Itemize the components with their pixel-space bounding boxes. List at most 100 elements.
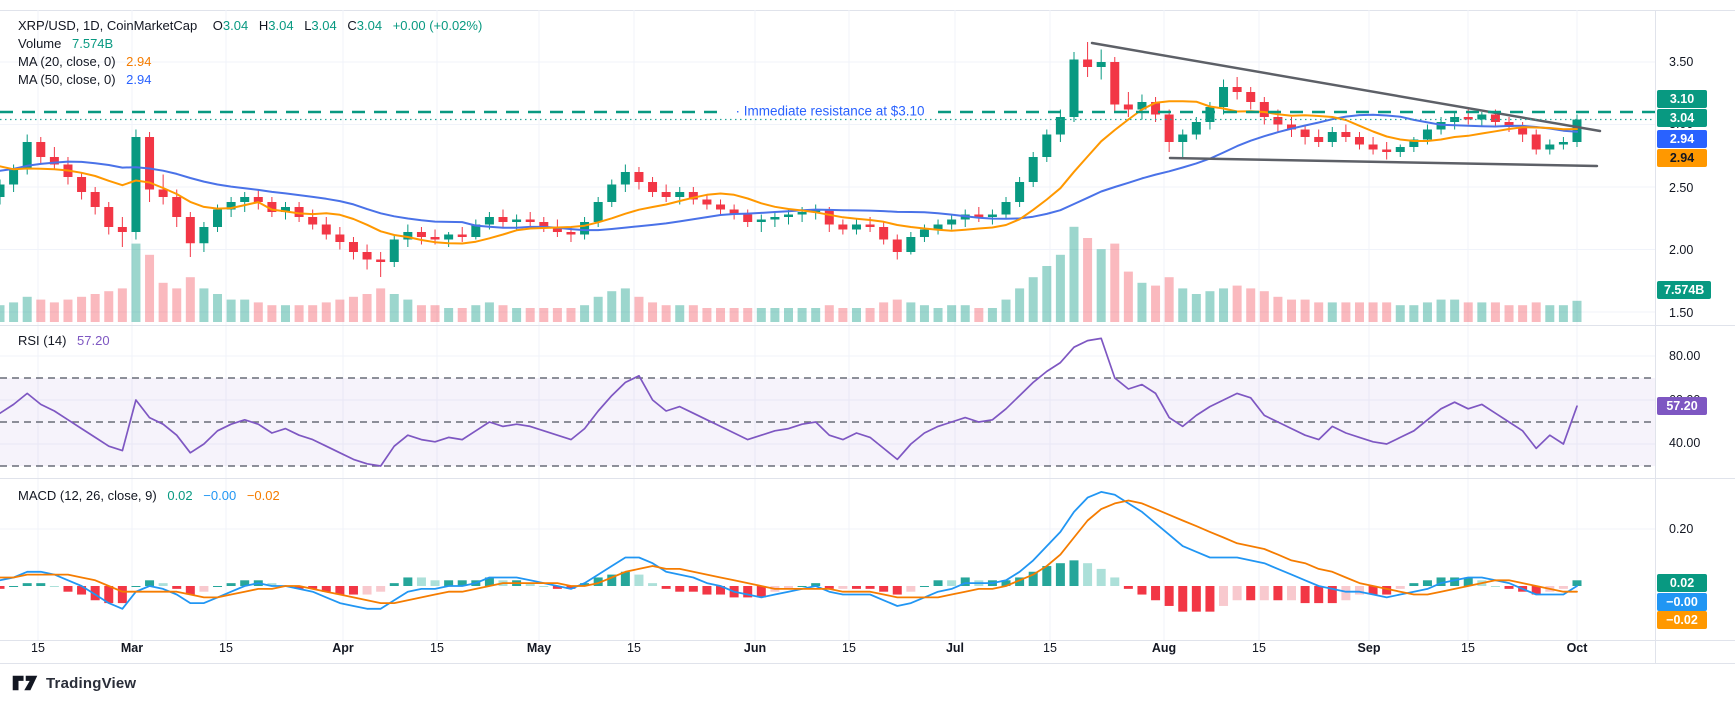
- candle-body: [321, 224, 331, 235]
- time-tick-month[interactable]: Mar: [120, 641, 144, 655]
- ma20-legend-row[interactable]: MA (20, close, 0) 2.94: [18, 53, 151, 71]
- resistance-price-badge: 3.10: [1657, 90, 1707, 108]
- macd-histogram-bar: [335, 586, 345, 595]
- volume-bar: [661, 305, 671, 322]
- ma20-label[interactable]: MA (20, close, 0): [18, 54, 116, 69]
- time-tick-month[interactable]: Sep: [1357, 641, 1381, 655]
- volume-legend-row[interactable]: Volume 7.574B: [18, 35, 113, 53]
- change-value: +0.00 (+0.02%): [392, 18, 483, 33]
- macd-histogram-bar: [77, 586, 87, 595]
- candle-body: [376, 259, 386, 262]
- chart-panes-svg[interactable]: [0, 0, 1655, 663]
- macd-histogram-bar: [1273, 586, 1283, 601]
- candle-body: [783, 214, 793, 217]
- candle-body: [416, 232, 426, 237]
- volume-bar: [199, 288, 209, 322]
- macd-histogram-bar: [117, 586, 127, 604]
- time-tick-day[interactable]: 15: [1461, 641, 1475, 655]
- candle-body: [172, 197, 182, 217]
- rsi-legend-row[interactable]: RSI (14) 57.20: [18, 332, 110, 350]
- volume-bar: [1422, 302, 1432, 322]
- volume-bar: [403, 299, 413, 322]
- symbol-legend-row[interactable]: XRP/USD, 1D, CoinMarketCap O3.04 H3.04 L…: [18, 17, 482, 35]
- high-value: 3.04: [268, 18, 294, 33]
- time-tick-day[interactable]: 15: [219, 641, 233, 655]
- time-tick-month[interactable]: Oct: [1566, 641, 1588, 655]
- macd-signal-line: [0, 499, 1578, 604]
- candle-body: [90, 192, 100, 207]
- candle-body: [1096, 62, 1106, 67]
- volume-bar: [1368, 302, 1378, 322]
- time-tick-month[interactable]: Jul: [945, 641, 965, 655]
- ma50-line: [0, 113, 1578, 232]
- rsi-macd-divider[interactable]: [0, 478, 1735, 479]
- macd-histogram-bar: [389, 583, 399, 586]
- macd-histogram-bar: [1504, 586, 1514, 589]
- volume-bar: [1300, 299, 1310, 322]
- volume-bar: [49, 302, 59, 322]
- ma50-legend-row[interactable]: MA (50, close, 0) 2.94: [18, 71, 151, 89]
- volume-bar: [879, 302, 889, 322]
- time-tick-day[interactable]: 15: [1252, 641, 1266, 655]
- candle-body: [1191, 122, 1201, 135]
- time-tick-day[interactable]: 15: [31, 641, 45, 655]
- low-value: 3.04: [311, 18, 337, 33]
- chart-canvas[interactable]: [0, 0, 1655, 663]
- volume-bar: [131, 243, 141, 322]
- time-tick-day[interactable]: 15: [1043, 641, 1057, 655]
- macd-histogram-bar: [1001, 580, 1011, 586]
- time-tick-day[interactable]: 15: [430, 641, 444, 655]
- candle-body: [1314, 137, 1324, 142]
- ma50-label[interactable]: MA (50, close, 0): [18, 72, 116, 87]
- volume-bar: [172, 288, 182, 322]
- macd-label[interactable]: MACD (12, 26, close, 9): [18, 488, 157, 503]
- symbol-title[interactable]: XRP/USD, 1D, CoinMarketCap: [18, 18, 198, 33]
- volume-bar: [716, 308, 726, 322]
- macd-histogram-bar: [376, 586, 386, 592]
- macd-histogram-bar: [580, 583, 590, 586]
- candle-body: [430, 237, 440, 240]
- volume-bar: [1083, 238, 1093, 322]
- candle-body: [1382, 149, 1392, 152]
- volume-bar: [634, 296, 644, 322]
- macd-histogram-bar: [797, 586, 807, 587]
- macd-histogram-bar: [960, 577, 970, 586]
- macd-histogram-bar: [702, 586, 712, 595]
- time-tick-month[interactable]: Aug: [1151, 641, 1177, 655]
- macd-histogram-bar: [1191, 586, 1201, 612]
- price-axis[interactable]: 3.503.002.502.001.5080.0060.0040.000.203…: [1656, 10, 1735, 663]
- macd-hist-badge: 0.02: [1657, 574, 1707, 592]
- macd-histogram-bar: [634, 574, 644, 586]
- time-tick-month[interactable]: May: [526, 641, 552, 655]
- open-label: O: [212, 18, 223, 33]
- axis-label: 2.00: [1669, 243, 1694, 257]
- volume-label[interactable]: Volume: [18, 36, 62, 51]
- macd-histogram-bar: [199, 586, 209, 592]
- volume-bar: [1287, 299, 1297, 322]
- time-axis[interactable]: 15 Mar 15 Apr 15 May 15 Jun 15 Jul 15 Aug 15 Sep 15 Oct: [0, 640, 1655, 663]
- time-tick-day[interactable]: 15: [627, 641, 641, 655]
- volume-bar: [566, 308, 576, 322]
- macd-histogram-bar: [743, 586, 753, 598]
- price-rsi-divider[interactable]: [0, 325, 1735, 326]
- ma50-price-badge: 2.94: [1657, 130, 1707, 148]
- candle-body: [1531, 134, 1541, 150]
- macd-histogram-bar: [1015, 577, 1025, 586]
- resistance-annotation[interactable]: · Immediate resistance at $3.10: [735, 103, 925, 119]
- rsi-label[interactable]: RSI (14): [18, 333, 67, 348]
- candle-body: [1083, 59, 1093, 67]
- macd-histogram-bar: [947, 580, 957, 586]
- time-tick-month[interactable]: Jun: [743, 641, 767, 655]
- macd-histogram-bar: [892, 586, 902, 595]
- candle-body: [280, 207, 290, 212]
- macd-histogram-bar: [1572, 580, 1582, 586]
- macd-histogram-bar: [430, 580, 440, 586]
- macd-legend-row[interactable]: MACD (12, 26, close, 9) 0.02 −0.00 −0.02: [18, 487, 280, 505]
- time-tick-day[interactable]: 15: [842, 641, 856, 655]
- macd-histogram-bar: [403, 577, 413, 586]
- candle-body: [1558, 142, 1568, 145]
- ma50-value: 2.94: [126, 72, 152, 87]
- tradingview-logo[interactable]: TradingView: [12, 672, 136, 694]
- macd-histogram-bar: [0, 586, 5, 589]
- time-tick-month[interactable]: Apr: [332, 641, 354, 655]
